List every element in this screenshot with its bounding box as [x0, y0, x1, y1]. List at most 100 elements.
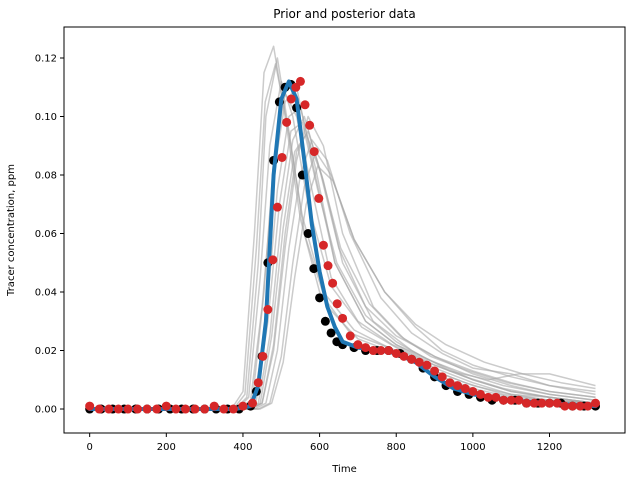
ticks-layer: 0 200 400 600 800 1000 1200 0.00 0.02 0.04 0.06 0.0… — [35, 54, 563, 453]
y-tick-label: 0.06 — [35, 229, 57, 240]
posterior-point — [353, 340, 363, 350]
posterior-point — [248, 398, 258, 408]
axes-frame — [63, 26, 626, 434]
posterior-point — [399, 351, 409, 361]
posterior-point — [161, 401, 171, 411]
observed-point — [326, 328, 336, 338]
posterior-point — [575, 401, 585, 411]
x-tick-label: 200 — [157, 442, 176, 453]
x-tick-label: 400 — [233, 442, 252, 453]
chart-title: Prior and posterior data — [273, 7, 415, 21]
posterior-point — [506, 395, 516, 405]
posterior-point — [568, 401, 578, 411]
posterior-point — [345, 331, 355, 341]
posterior-point — [200, 404, 210, 414]
posterior-point — [476, 389, 486, 399]
posterior-point — [314, 193, 324, 203]
y-tick-label: 0.00 — [35, 405, 57, 416]
posterior-point — [85, 401, 95, 411]
posterior-point — [190, 404, 200, 414]
posterior-point — [522, 398, 532, 408]
y-tick-label: 0.04 — [35, 288, 57, 299]
prior-curve — [89, 130, 596, 410]
posterior-point — [268, 255, 278, 265]
posterior-point — [219, 404, 229, 414]
observed-point — [309, 264, 319, 274]
posterior-point — [499, 395, 509, 405]
x-tick-label: 1000 — [460, 442, 485, 453]
posterior-point — [583, 401, 593, 411]
posterior-point — [123, 404, 133, 414]
posterior-point — [332, 299, 342, 309]
posterior-point — [142, 404, 152, 414]
posterior-point — [414, 357, 424, 367]
x-tick-label: 800 — [387, 442, 406, 453]
posterior-point — [282, 117, 292, 127]
posterior-point — [407, 354, 417, 364]
posterior-point — [483, 392, 493, 402]
posterior-point — [305, 120, 315, 130]
prior-curve — [89, 63, 596, 410]
posterior-point — [180, 404, 190, 414]
x-tick-label: 1200 — [537, 442, 562, 453]
posterior-point — [272, 202, 282, 212]
posterior-point — [430, 366, 440, 376]
posterior-point — [323, 261, 333, 271]
posterior-point — [133, 404, 143, 414]
y-tick-label: 0.08 — [35, 171, 57, 182]
posterior-point — [391, 348, 401, 358]
posterior-point — [468, 386, 478, 396]
prior-curve — [89, 45, 596, 410]
y-axis-label: Tracer concentration, ppm — [6, 164, 17, 297]
posterior-point — [209, 401, 219, 411]
posterior-point — [514, 395, 524, 405]
posterior-point — [422, 360, 432, 370]
posterior-point — [228, 404, 238, 414]
series-layer — [85, 45, 600, 414]
y-tick-label: 0.12 — [35, 54, 57, 65]
posterior-point — [171, 404, 181, 414]
posterior-point — [300, 100, 310, 110]
posterior-point — [460, 384, 470, 394]
posterior-point — [277, 152, 287, 162]
posterior-point — [263, 305, 273, 315]
x-tick-label: 600 — [310, 442, 329, 453]
posterior-point — [368, 346, 378, 356]
posterior-point — [113, 404, 123, 414]
posterior-point — [94, 404, 104, 414]
prior-curve — [89, 133, 596, 410]
posterior-point — [338, 313, 348, 323]
posterior-point — [529, 398, 539, 408]
posterior-point — [384, 346, 394, 356]
posterior-point — [552, 398, 562, 408]
posterior-point — [376, 346, 386, 356]
posterior-point — [104, 404, 114, 414]
x-axis-label: Time — [331, 464, 356, 475]
plot-area — [85, 45, 600, 414]
posterior-point — [253, 378, 263, 388]
posterior-point — [590, 398, 600, 408]
posterior-point — [453, 381, 463, 391]
posterior-point — [295, 76, 305, 86]
posterior-point — [560, 401, 570, 411]
posterior-point — [361, 343, 371, 353]
posterior-point — [152, 404, 162, 414]
posterior-point — [258, 351, 268, 361]
x-tick-label: 0 — [86, 442, 92, 453]
observed-point — [320, 316, 330, 326]
posterior-point — [286, 94, 296, 104]
posterior-point — [545, 398, 555, 408]
posterior-point — [445, 378, 455, 388]
posterior-point — [328, 278, 338, 288]
prior-curve — [89, 165, 596, 410]
posterior-point — [318, 240, 328, 250]
posterior-point — [537, 398, 547, 408]
posterior-point — [309, 147, 319, 157]
prior-curve — [89, 92, 596, 410]
posterior-point — [491, 392, 501, 402]
y-tick-label: 0.02 — [35, 346, 57, 357]
observed-point — [315, 293, 325, 303]
posterior-point — [437, 372, 447, 382]
posterior-point — [238, 401, 248, 411]
